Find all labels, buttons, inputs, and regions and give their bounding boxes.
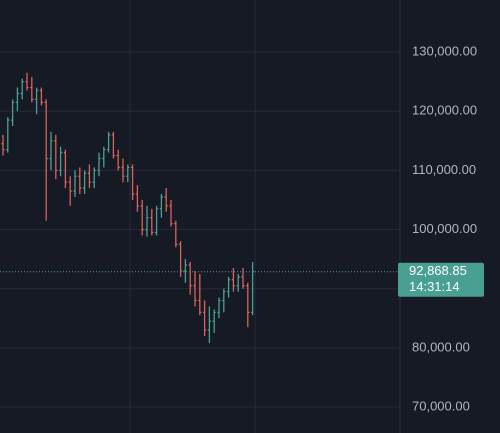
last-price-box — [398, 262, 484, 297]
y-tick-label: 120,000.00 — [412, 103, 477, 118]
y-tick-label: 110,000.00 — [412, 162, 476, 177]
y-tick-label: 130,000.00 — [412, 43, 477, 58]
last-price-label: 92,868.85 — [409, 263, 467, 278]
y-tick-label: 70,000.00 — [412, 398, 470, 413]
y-tick-label: 80,000.00 — [412, 339, 470, 354]
countdown-label: 14:31:14 — [409, 279, 460, 294]
y-tick-label: 100,000.00 — [412, 221, 477, 236]
